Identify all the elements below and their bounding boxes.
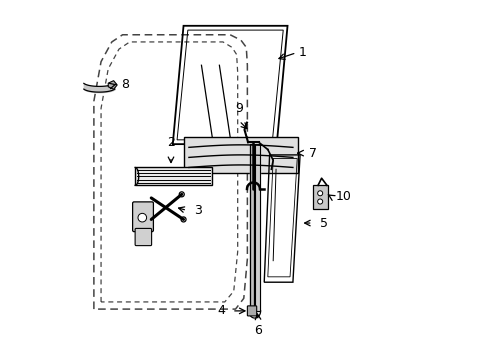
FancyBboxPatch shape (132, 202, 153, 231)
Text: 4: 4 (217, 305, 224, 318)
Text: 5: 5 (319, 216, 327, 230)
Polygon shape (108, 81, 117, 89)
Circle shape (138, 213, 146, 222)
Text: 9: 9 (235, 103, 243, 116)
Text: 6: 6 (254, 324, 262, 337)
FancyBboxPatch shape (312, 185, 327, 209)
FancyBboxPatch shape (135, 228, 151, 246)
Text: 1: 1 (298, 46, 305, 59)
FancyBboxPatch shape (247, 306, 256, 316)
Polygon shape (135, 167, 212, 185)
Text: 8: 8 (121, 78, 128, 91)
Text: 7: 7 (308, 147, 316, 159)
Polygon shape (249, 144, 254, 311)
Circle shape (317, 191, 322, 196)
Text: 2: 2 (167, 136, 175, 149)
Polygon shape (183, 137, 298, 173)
Polygon shape (255, 144, 259, 311)
Circle shape (317, 199, 322, 204)
Text: 10: 10 (335, 190, 351, 203)
Text: 3: 3 (194, 204, 202, 217)
